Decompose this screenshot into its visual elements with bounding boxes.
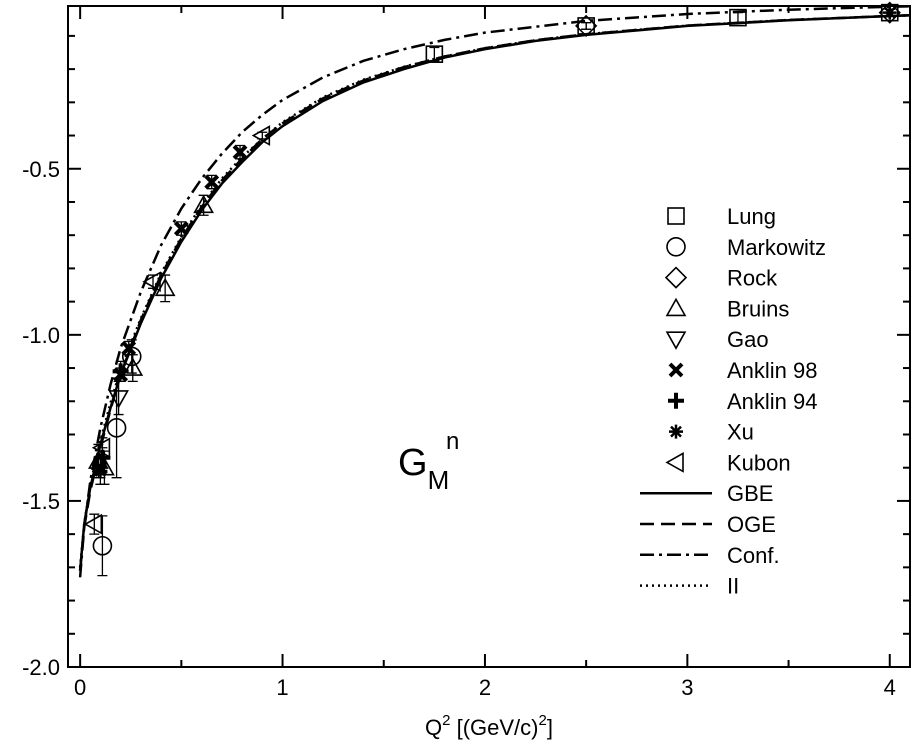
annotation-sub: M (428, 465, 450, 495)
legend-label: Anklin 94 (727, 389, 818, 414)
legend-marker-gao (665, 331, 687, 350)
error-bar (111, 377, 122, 479)
legend-label: GBE (727, 481, 773, 506)
y-tick-label: -0.5 (22, 157, 60, 182)
point-kubon (251, 125, 271, 146)
legend-item-gbe: GBE (640, 481, 773, 506)
curve-ii (78, 14, 911, 568)
legend-item-anklin-98: Anklin 98 (668, 358, 818, 383)
legend-marker-anklin-94 (668, 392, 684, 409)
curve-gbe (78, 14, 911, 571)
x-axis-title: Q2 [(GeV/c)2] (425, 712, 553, 740)
point-markowitz (106, 418, 127, 438)
legend-label: Gao (727, 327, 769, 352)
legend-label: Markowitz (727, 235, 826, 260)
x-tick-label: 2 (479, 675, 491, 700)
x-tick-label: 0 (74, 675, 86, 700)
legend-label: Conf. (727, 543, 780, 568)
point-gao (108, 390, 129, 409)
annotation-main: G (398, 442, 428, 484)
legend-item-kubon: Kubon (665, 450, 791, 475)
legend-item-oge: OGE (640, 512, 776, 537)
plot-frame (67, 5, 911, 668)
point-lung (729, 8, 747, 27)
legend-label: Xu (727, 420, 754, 445)
point-bruins (122, 357, 144, 376)
axes: 0 1 2 3 4 -2.0 -1.5 -1.0 -0.5 (22, 6, 910, 700)
legend-label: II (727, 574, 739, 599)
point-anklin-98 (232, 144, 248, 160)
point-anklin-98 (204, 174, 220, 190)
error-bar (429, 46, 440, 62)
point-xu (93, 464, 108, 479)
x-tick-label: 3 (681, 675, 693, 700)
point-lung (425, 45, 444, 63)
annotation-sup: n (446, 428, 459, 455)
legend-item-anklin-94: Anklin 94 (668, 389, 818, 414)
y-tick-label: -2.0 (22, 655, 60, 680)
point-kubon (83, 513, 103, 535)
gmn-annotation: GMn (398, 428, 459, 495)
legend-marker-anklin-98 (668, 362, 684, 378)
legend-item-bruins: Bruins (665, 296, 789, 321)
point-markowitz (92, 535, 113, 556)
curve-oge (78, 14, 911, 571)
point-lung (880, 3, 899, 22)
legend-label: Rock (727, 266, 778, 291)
data-points (83, 1, 901, 577)
error-bar (732, 11, 743, 24)
legend-label: Kubon (727, 450, 791, 475)
legend-item-rock: Rock (664, 266, 778, 291)
point-rock (878, 1, 901, 24)
series-kubon (83, 125, 271, 535)
legend-marker-xu (669, 424, 683, 439)
legend-marker-markowitz (666, 237, 686, 257)
series-xu (93, 5, 897, 485)
x-axis-title-rest: [(GeV/c) (450, 715, 538, 740)
x-axis-title-base: Q (425, 715, 442, 740)
x-tick-label: 4 (884, 675, 896, 700)
point-xu (882, 5, 897, 20)
legend-item-xu: Xu (669, 420, 754, 445)
legend-item-markowitz: Markowitz (666, 235, 826, 260)
legend-marker-kubon (665, 452, 684, 473)
point-kubon (142, 271, 161, 293)
series-bruins (87, 194, 214, 485)
legend-label: Lung (727, 204, 776, 229)
y-tick-label: -1.5 (22, 489, 60, 514)
error-bar (97, 437, 108, 459)
legend: Lung Markowitz Rock Bruins Gao Anklin 98 Ankli… (640, 204, 826, 599)
legend-item-ii: II (640, 574, 739, 599)
point-anklin-94 (112, 363, 129, 380)
y-tick-label: -1.0 (22, 323, 60, 348)
point-anklin-98 (173, 221, 189, 236)
legend-label: Anklin 98 (727, 358, 818, 383)
error-bar (581, 21, 592, 30)
point-lung (577, 17, 595, 35)
point-anklin-98 (121, 340, 137, 356)
point-bruins (193, 194, 214, 214)
legend-label: OGE (727, 512, 776, 537)
x-tick-label: 1 (276, 675, 288, 700)
point-kubon (91, 437, 111, 459)
error-bar (97, 515, 108, 577)
x-axis-title-sup2: 2 (539, 712, 547, 729)
legend-label: Bruins (727, 296, 789, 321)
x-axis-title-close: ] (547, 715, 553, 740)
curves (78, 5, 911, 578)
legend-marker-bruins (665, 297, 687, 317)
curve-conf (78, 5, 911, 578)
series-lung (425, 3, 899, 63)
point-rock (575, 14, 598, 38)
x-axis-title-sup: 2 (442, 712, 450, 729)
legend-item-conf: Conf. (640, 543, 780, 568)
legend-marker-lung (667, 207, 685, 225)
error-bar (89, 513, 100, 535)
legend-item-lung: Lung (667, 204, 776, 229)
legend-marker-rock (664, 266, 688, 289)
legend-item-gao: Gao (665, 327, 769, 352)
